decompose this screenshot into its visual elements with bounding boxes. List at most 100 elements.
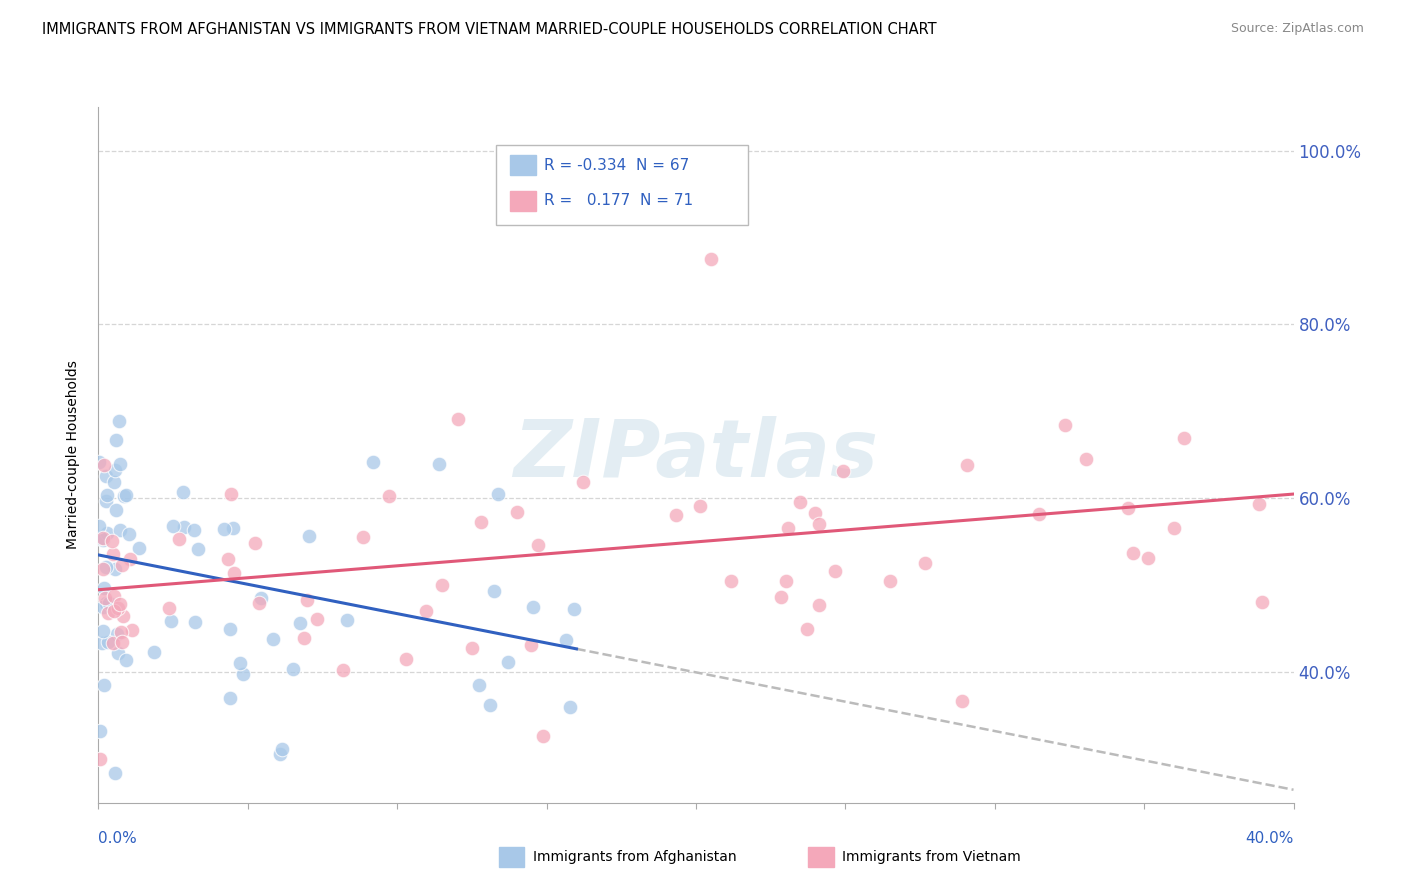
- Point: [1137, 551, 1160, 566]
- Point: [184, 615, 207, 630]
- Point: [232, 667, 254, 681]
- Point: [415, 605, 437, 619]
- Point: [447, 411, 470, 425]
- Point: [1249, 497, 1271, 511]
- Point: [93, 581, 115, 595]
- Point: [486, 486, 509, 500]
- Point: [94, 596, 117, 610]
- Point: [361, 455, 384, 469]
- Point: [103, 475, 125, 489]
- Point: [89, 723, 111, 738]
- Point: [111, 635, 134, 649]
- Point: [778, 521, 800, 535]
- Point: [108, 523, 131, 537]
- Point: [1163, 521, 1185, 535]
- Point: [108, 597, 131, 611]
- Point: [775, 574, 797, 589]
- Point: [950, 694, 973, 708]
- Point: [378, 489, 401, 503]
- Point: [506, 505, 529, 519]
- Point: [297, 593, 319, 607]
- Point: [219, 622, 242, 636]
- Point: [118, 527, 141, 541]
- Text: IMMIGRANTS FROM AFGHANISTAN VS IMMIGRANTS FROM VIETNAM MARRIED-COUPLE HOUSEHOLDS: IMMIGRANTS FROM AFGHANISTAN VS IMMIGRANT…: [42, 22, 936, 37]
- Point: [665, 508, 688, 522]
- Point: [104, 766, 127, 780]
- Point: [832, 464, 855, 478]
- Point: [105, 627, 128, 641]
- Point: [101, 547, 124, 561]
- Point: [128, 541, 150, 555]
- Point: [531, 730, 554, 744]
- Point: [298, 529, 321, 543]
- Point: [172, 485, 194, 500]
- Point: [468, 678, 491, 692]
- Point: [103, 604, 125, 618]
- Point: [305, 612, 328, 626]
- Point: [104, 503, 127, 517]
- Point: [336, 613, 359, 627]
- Point: [554, 633, 576, 648]
- Point: [427, 457, 450, 471]
- Point: [222, 566, 245, 580]
- Point: [292, 631, 315, 645]
- Point: [720, 574, 742, 588]
- Point: [332, 663, 354, 677]
- Text: R =   0.177  N = 71: R = 0.177 N = 71: [544, 194, 693, 208]
- Point: [115, 653, 138, 667]
- Point: [87, 519, 110, 533]
- Point: [478, 698, 501, 713]
- Point: [955, 458, 977, 472]
- Point: [91, 600, 114, 615]
- Y-axis label: Married-couple Households: Married-couple Households: [66, 360, 80, 549]
- Point: [217, 552, 239, 566]
- Point: [288, 616, 311, 631]
- Point: [115, 488, 138, 502]
- Text: 40.0%: 40.0%: [1246, 831, 1294, 846]
- Point: [520, 638, 543, 652]
- Point: [247, 596, 270, 610]
- Point: [96, 525, 118, 540]
- Point: [572, 475, 595, 489]
- Point: [914, 556, 936, 570]
- Point: [93, 458, 115, 473]
- Point: [103, 589, 125, 603]
- Point: [120, 552, 142, 566]
- Point: [91, 624, 114, 638]
- Point: [522, 600, 544, 615]
- Text: ZIPatlas: ZIPatlas: [513, 416, 879, 494]
- Point: [271, 741, 294, 756]
- Point: [167, 532, 190, 546]
- Point: [112, 489, 135, 503]
- Point: [461, 641, 484, 656]
- Point: [430, 578, 453, 592]
- Point: [804, 506, 827, 520]
- Point: [97, 606, 120, 620]
- Point: [101, 534, 124, 549]
- Point: [269, 747, 291, 761]
- Point: [527, 539, 550, 553]
- Point: [121, 624, 143, 638]
- Point: [562, 601, 585, 615]
- Point: [94, 560, 117, 574]
- Point: [219, 486, 242, 500]
- Point: [94, 469, 117, 483]
- Point: [107, 601, 129, 615]
- Point: [700, 252, 723, 267]
- Point: [107, 646, 129, 660]
- Text: Source: ZipAtlas.com: Source: ZipAtlas.com: [1230, 22, 1364, 36]
- Text: Immigrants from Afghanistan: Immigrants from Afghanistan: [533, 850, 737, 864]
- Point: [689, 499, 711, 513]
- Point: [187, 541, 209, 556]
- Point: [111, 558, 134, 572]
- Point: [243, 536, 266, 550]
- Point: [91, 635, 114, 649]
- Point: [1076, 452, 1098, 467]
- Point: [101, 636, 124, 650]
- Point: [769, 590, 792, 604]
- Point: [107, 413, 129, 427]
- Point: [879, 574, 901, 588]
- Point: [89, 752, 111, 766]
- Point: [173, 519, 195, 533]
- Point: [250, 591, 273, 605]
